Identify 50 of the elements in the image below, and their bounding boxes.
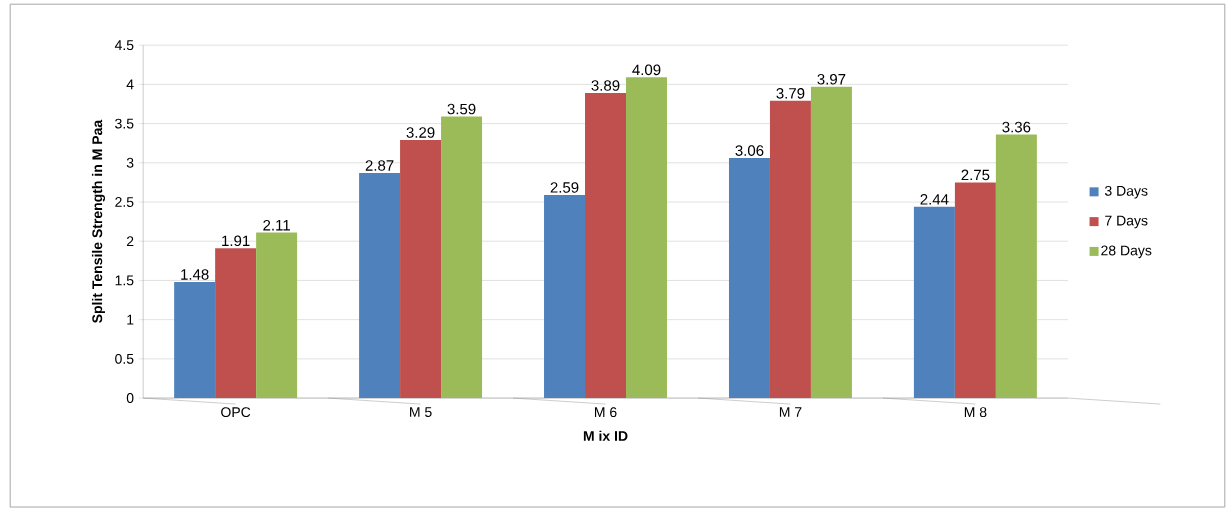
bar bbox=[174, 281, 216, 398]
legend-label: 7 Days bbox=[1105, 215, 1148, 229]
bar bbox=[810, 86, 852, 398]
legend-label: 3 Days bbox=[1104, 185, 1148, 199]
bar bbox=[728, 158, 770, 398]
y-axis-title: Split Tensile Strength in M Paa bbox=[91, 119, 106, 323]
y-tick-label: 0 bbox=[126, 393, 134, 403]
data-label: 3.06 bbox=[735, 145, 764, 156]
data-label: 2.44 bbox=[920, 193, 949, 205]
x-tick-label: M 8 bbox=[964, 407, 987, 418]
data-label: 3.59 bbox=[447, 103, 476, 115]
data-label: 3.97 bbox=[817, 73, 846, 85]
y-tick-label: 4 bbox=[126, 79, 134, 90]
data-label: 1.48 bbox=[181, 269, 209, 280]
data-label: 3.36 bbox=[1002, 121, 1031, 133]
x-tick-label: M 6 bbox=[594, 407, 617, 418]
data-label: 2.87 bbox=[365, 160, 394, 171]
x-axis-title: M ix ID bbox=[583, 430, 628, 441]
y-tick-label: 3.5 bbox=[115, 118, 134, 129]
y-tick-label: 3 bbox=[126, 157, 134, 168]
bar bbox=[626, 77, 667, 398]
x-tick-label: M 7 bbox=[779, 407, 802, 417]
legend-label: 28 Days bbox=[1101, 245, 1152, 259]
y-tick-label: 0.5 bbox=[115, 353, 134, 364]
data-label: 1.91 bbox=[222, 235, 250, 246]
bar bbox=[585, 92, 626, 398]
bar bbox=[544, 194, 586, 398]
y-tick-label: 2.5 bbox=[115, 196, 134, 207]
data-label: 3.89 bbox=[591, 80, 620, 91]
data-label: 3.29 bbox=[406, 127, 435, 138]
bar bbox=[913, 206, 955, 398]
x-tick-label: OPC bbox=[221, 407, 251, 418]
data-label: 2.11 bbox=[263, 219, 290, 231]
data-label: 3.79 bbox=[776, 87, 805, 99]
bar bbox=[256, 232, 298, 398]
y-tick-label: 4.5 bbox=[114, 40, 134, 50]
y-tick-label: 1 bbox=[127, 314, 134, 325]
x-tick-label: M 5 bbox=[410, 407, 432, 417]
bar bbox=[215, 248, 257, 398]
bar bbox=[769, 100, 811, 398]
bar bbox=[441, 116, 483, 398]
y-tick-label: 1.5 bbox=[115, 275, 134, 286]
data-label: 4.09 bbox=[632, 64, 661, 76]
y-tick-label: 2 bbox=[126, 236, 134, 247]
data-label: 2.75 bbox=[961, 169, 990, 181]
data-label: 2.59 bbox=[550, 182, 579, 193]
bar bbox=[954, 182, 996, 398]
bar bbox=[400, 139, 442, 398]
bar bbox=[995, 134, 1037, 398]
bar bbox=[359, 172, 401, 398]
